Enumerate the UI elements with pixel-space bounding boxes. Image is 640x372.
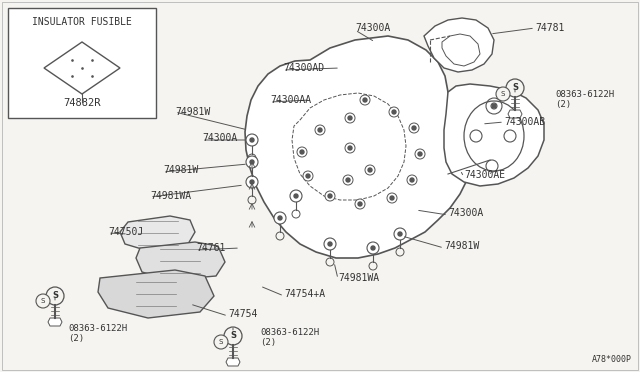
Circle shape: [274, 212, 286, 224]
Circle shape: [46, 287, 64, 305]
Circle shape: [325, 191, 335, 201]
Circle shape: [214, 335, 228, 349]
Circle shape: [387, 193, 397, 203]
Circle shape: [294, 194, 298, 198]
Circle shape: [328, 194, 332, 198]
Circle shape: [328, 242, 332, 246]
Circle shape: [345, 143, 355, 153]
Text: 74981W: 74981W: [175, 107, 211, 117]
Circle shape: [496, 87, 510, 101]
Text: S: S: [52, 292, 58, 301]
Text: 08363-6122H
(2): 08363-6122H (2): [68, 324, 127, 343]
Circle shape: [306, 174, 310, 178]
Text: 74761: 74761: [196, 243, 225, 253]
Circle shape: [278, 216, 282, 220]
Circle shape: [360, 95, 370, 105]
Circle shape: [368, 168, 372, 172]
Text: 74300AD: 74300AD: [283, 63, 324, 73]
Circle shape: [297, 147, 307, 157]
Text: 74300A: 74300A: [355, 23, 390, 33]
Polygon shape: [136, 242, 225, 280]
Text: 74981W: 74981W: [444, 241, 479, 251]
Text: 74781: 74781: [535, 23, 564, 33]
Circle shape: [412, 126, 416, 130]
Circle shape: [392, 110, 396, 114]
Circle shape: [358, 202, 362, 206]
Polygon shape: [508, 110, 522, 118]
Circle shape: [303, 171, 313, 181]
Circle shape: [492, 104, 496, 108]
Text: 74981W: 74981W: [163, 165, 198, 175]
Polygon shape: [44, 42, 120, 94]
Polygon shape: [245, 36, 472, 258]
Circle shape: [346, 178, 350, 182]
Circle shape: [410, 178, 414, 182]
Polygon shape: [424, 18, 494, 72]
Circle shape: [365, 165, 375, 175]
Circle shape: [390, 196, 394, 200]
Circle shape: [407, 175, 417, 185]
Circle shape: [318, 128, 322, 132]
Text: S: S: [501, 91, 505, 97]
Circle shape: [324, 238, 336, 250]
Text: 08363-6122H
(2): 08363-6122H (2): [260, 328, 319, 347]
Text: 74754: 74754: [228, 309, 257, 319]
Circle shape: [300, 150, 304, 154]
Text: 74300A: 74300A: [202, 133, 237, 143]
Text: 74981WA: 74981WA: [338, 273, 379, 283]
Circle shape: [363, 98, 367, 102]
Polygon shape: [98, 270, 214, 318]
Circle shape: [355, 199, 365, 209]
Circle shape: [418, 152, 422, 156]
Circle shape: [246, 176, 258, 188]
Text: 74300A: 74300A: [448, 208, 483, 218]
Text: A78*000P: A78*000P: [592, 355, 632, 364]
Circle shape: [389, 107, 399, 117]
Text: S: S: [41, 298, 45, 304]
Circle shape: [409, 123, 419, 133]
Circle shape: [36, 294, 50, 308]
Circle shape: [250, 160, 254, 164]
Polygon shape: [120, 216, 195, 250]
Circle shape: [394, 228, 406, 240]
Circle shape: [367, 242, 379, 254]
Text: 74300AE: 74300AE: [464, 170, 505, 180]
Text: S: S: [219, 339, 223, 345]
Circle shape: [290, 190, 302, 202]
Text: INSULATOR FUSIBLE: INSULATOR FUSIBLE: [32, 17, 132, 27]
Circle shape: [348, 146, 352, 150]
Polygon shape: [444, 84, 544, 186]
Circle shape: [415, 149, 425, 159]
Circle shape: [371, 246, 375, 250]
Circle shape: [348, 116, 352, 120]
Polygon shape: [48, 318, 62, 326]
Circle shape: [398, 232, 402, 236]
Text: S: S: [230, 331, 236, 340]
Text: 08363-6122H
(2): 08363-6122H (2): [555, 90, 614, 109]
Circle shape: [343, 175, 353, 185]
Circle shape: [246, 156, 258, 168]
Text: 74981WA: 74981WA: [150, 191, 191, 201]
Circle shape: [246, 134, 258, 146]
Text: S: S: [512, 83, 518, 93]
Circle shape: [345, 113, 355, 123]
Circle shape: [315, 125, 325, 135]
Text: 74300AB: 74300AB: [504, 117, 545, 127]
Circle shape: [224, 327, 242, 345]
Text: 74882R: 74882R: [63, 98, 100, 108]
Circle shape: [250, 138, 254, 142]
Text: 74300AA: 74300AA: [270, 95, 311, 105]
Text: 74754+A: 74754+A: [284, 289, 325, 299]
Circle shape: [250, 180, 254, 184]
FancyBboxPatch shape: [8, 8, 156, 118]
Polygon shape: [226, 358, 240, 366]
Text: 74750J: 74750J: [108, 227, 143, 237]
Circle shape: [506, 79, 524, 97]
